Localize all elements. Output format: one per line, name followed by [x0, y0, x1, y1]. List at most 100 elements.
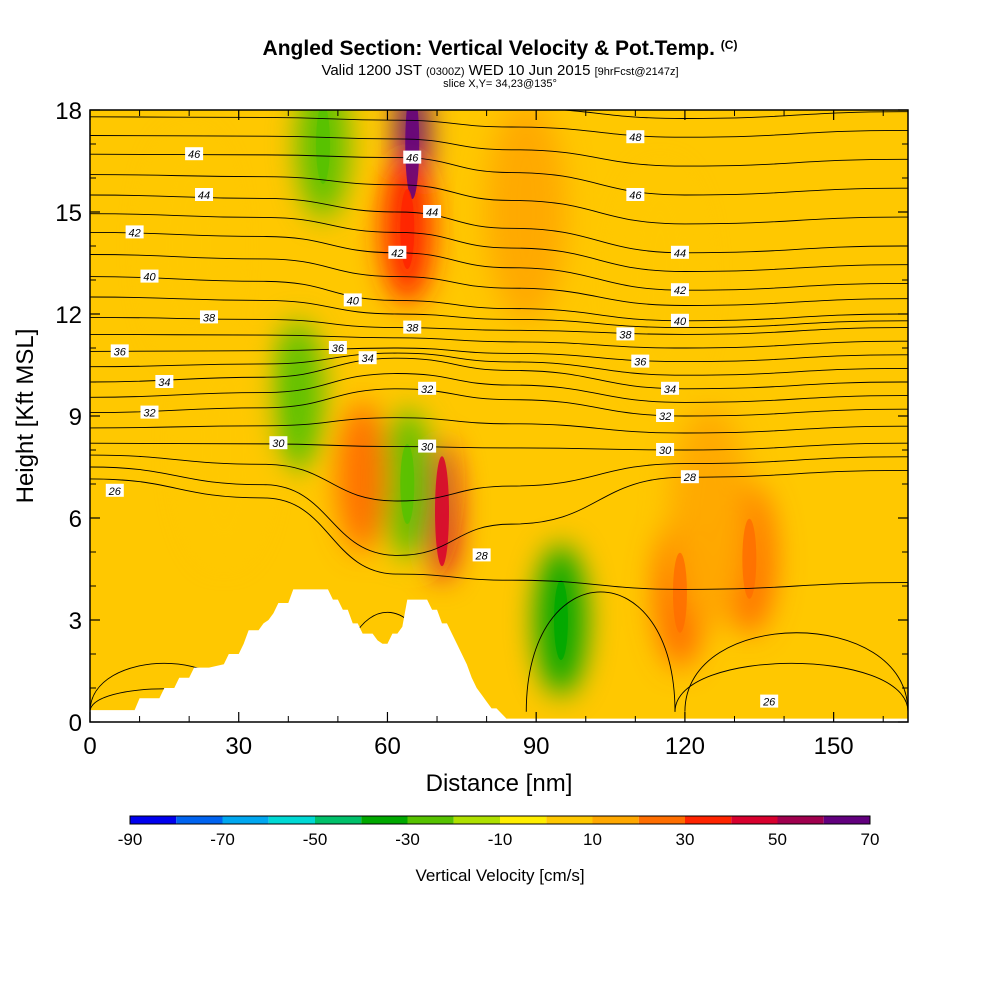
x-tick-label: 120	[665, 733, 705, 760]
isentrope-label-bg	[418, 439, 437, 453]
isentrope-42	[90, 231, 908, 291]
x-tick-label: 0	[83, 733, 96, 760]
isentrope-label-32: 26	[760, 694, 779, 709]
isentrope-label-bg	[418, 381, 437, 395]
isentrope-label-bg	[760, 694, 779, 708]
isentrope-label-13: 42	[388, 245, 407, 260]
isentrope-label-text: 44	[426, 207, 438, 219]
isentrope-label-bg	[680, 470, 699, 484]
legend-frame	[129, 815, 871, 825]
legend-tick-label: -10	[488, 830, 513, 849]
isentrope-38	[90, 316, 908, 335]
x-tick-label: 30	[225, 733, 252, 760]
isentrope-49	[557, 110, 908, 119]
velocity-core-7	[672, 552, 687, 633]
legend-tick-label: 70	[861, 830, 880, 849]
isentrope-label-text: 34	[664, 384, 676, 396]
isentrope-label-text: 46	[406, 153, 419, 165]
isentrope-label-text: 38	[619, 329, 632, 341]
isentrope-label-text: 26	[108, 486, 122, 498]
isentrope-40	[90, 276, 908, 322]
isentrope-28	[90, 466, 908, 556]
legend-swatch-8	[453, 816, 500, 824]
isentrope-label-bg	[185, 147, 204, 161]
isentrope-label-31: 28	[680, 470, 699, 484]
isentrope-label-bg	[670, 283, 689, 297]
isentrope-label-text: 42	[674, 285, 686, 297]
isentrope-label-text: 44	[198, 190, 210, 202]
y-tick-label: 0	[69, 710, 82, 737]
y-tick-label: 6	[69, 506, 82, 533]
isentrope-label-text: 30	[659, 445, 672, 457]
isentrope-label-15: 38	[403, 320, 422, 335]
isentrope-label-bg	[105, 483, 124, 497]
y-tick-label: 12	[55, 302, 82, 329]
isentrope-label-text: 42	[128, 227, 140, 239]
potential-temperature-labels: 46 44 42 40 38 36 34 32 30 26 46 44 42 40 38 36 34 32 30 28…	[105, 130, 779, 709]
slice-info: slice X,Y= 34,23@135°	[443, 78, 557, 90]
valid-time: Valid 1200 JST (0300Z) WED 10 Jun 2015 […	[321, 62, 679, 79]
isentrope-label-28: 34	[661, 381, 680, 396]
y-tick-label: 9	[69, 404, 82, 431]
velocity-cell-6	[336, 402, 389, 553]
isentrope-label-17: 34	[358, 351, 377, 365]
legend-swatch-13	[685, 816, 732, 824]
isentrope-36	[90, 347, 908, 363]
velocity-cell-13	[183, 340, 264, 560]
isentrope-label-24: 42	[670, 283, 689, 297]
legend-swatch-15	[777, 816, 824, 824]
legend-swatch-11	[592, 816, 639, 824]
low-contour-7	[674, 662, 908, 712]
isentrope-37	[90, 333, 908, 349]
isentrope-label-18: 32	[418, 381, 437, 396]
legend-tick-label: -70	[210, 830, 235, 849]
x-tick-label: 60	[374, 733, 401, 760]
legend-swatch-1	[130, 816, 177, 824]
legend-tick-label: 50	[768, 830, 787, 849]
isentrope-label-6: 36	[110, 344, 129, 358]
isentrope-label-bg	[358, 351, 377, 365]
legend-swatch-14	[731, 816, 778, 824]
isentrope-label-bg	[472, 548, 491, 562]
isentrope-label-3: 42	[125, 225, 144, 239]
x-axis: 0 30 60 90 120 150	[83, 110, 884, 760]
isentrope-label-bg	[155, 375, 174, 388]
isentrope-label-14: 40	[343, 293, 362, 307]
isentrope-label-text: 34	[361, 353, 373, 365]
isentrope-31	[90, 417, 908, 434]
isentrope-label-bg	[269, 436, 288, 450]
isentrope-label-text: 36	[634, 357, 647, 369]
isentrope-label-text: 40	[143, 272, 156, 284]
isentrope-label-19: 30	[418, 439, 437, 454]
isentrope-label-bg	[631, 354, 650, 368]
velocity-core-8	[742, 518, 757, 599]
isentrope-label-text: 36	[114, 346, 127, 358]
isentrope-label-4: 40	[140, 269, 159, 284]
isentrope-label-text: 34	[158, 377, 170, 389]
isentrope-label-29: 32	[656, 409, 675, 423]
isentrope-label-bg	[661, 381, 680, 395]
isentrope-label-7: 34	[155, 375, 174, 389]
isentrope-35	[90, 352, 908, 376]
isentrope-32	[90, 388, 908, 417]
isentrope-33	[90, 373, 908, 403]
isentrope-label-bg	[656, 443, 675, 456]
terrain-mask	[90, 589, 908, 722]
potential-temperature-contours	[90, 110, 908, 712]
isentrope-label-bg	[670, 245, 689, 259]
legend-title: Vertical Velocity [cm/s]	[415, 866, 584, 885]
velocity-core-4	[434, 456, 449, 567]
isentrope-label-text: 28	[683, 472, 697, 484]
isentrope-label-26: 38	[616, 327, 635, 341]
isentrope-41	[90, 254, 908, 306]
velocity-core-5	[400, 444, 415, 524]
isentrope-label-bg	[388, 245, 407, 259]
velocity-cell-11	[272, 320, 325, 471]
x-axis-label: Distance [nm]	[426, 770, 573, 797]
isentrope-label-5: 38	[199, 310, 218, 324]
isentrope-label-bg	[656, 409, 675, 422]
velocity-core-1	[316, 110, 331, 184]
isentrope-label-20: 28	[472, 548, 491, 562]
